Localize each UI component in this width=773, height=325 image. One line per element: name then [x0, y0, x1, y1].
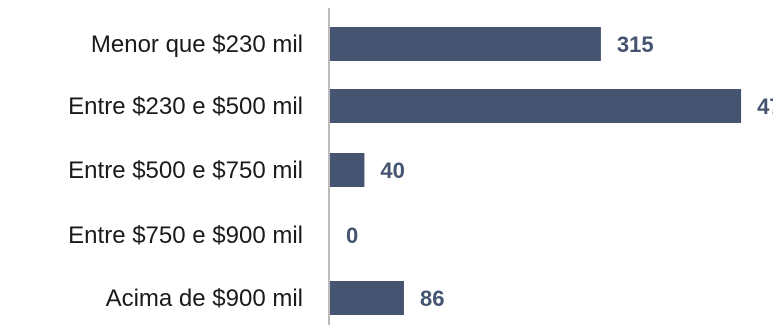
category-label-menor-que-230-mil: Menor que $230 mil: [91, 31, 303, 58]
value-label-entre-750-e-900-mil: 0: [346, 223, 358, 248]
category-label-acima-de-900-mil: Acima de $900 mil: [106, 285, 303, 312]
bar-entre-230-e-500-mil: [330, 89, 741, 123]
value-label-entre-500-e-750-mil: 40: [380, 158, 404, 183]
category-labels: Menor que $230 mil Entre $230 e $500 mil E…: [68, 31, 303, 312]
category-label-entre-230-e-500-mil: Entre $230 e $500 mil: [68, 93, 303, 120]
category-label-entre-750-e-900-mil: Entre $750 e $900 mil: [68, 222, 303, 249]
bar-entre-500-e-750-mil: [330, 153, 364, 187]
category-label-entre-500-e-750-mil: Entre $500 e $750 mil: [68, 157, 303, 184]
value-label-menor-que-230-mil: 315: [617, 32, 654, 57]
bar-acima-de-900-mil: [330, 281, 404, 315]
value-labels: 315 478 40 0 86: [346, 32, 773, 311]
value-label-acima-de-900-mil: 86: [420, 286, 444, 311]
value-label-entre-230-e-500-mil: 478: [757, 94, 773, 119]
bar-menor-que-230-mil: [330, 27, 601, 61]
